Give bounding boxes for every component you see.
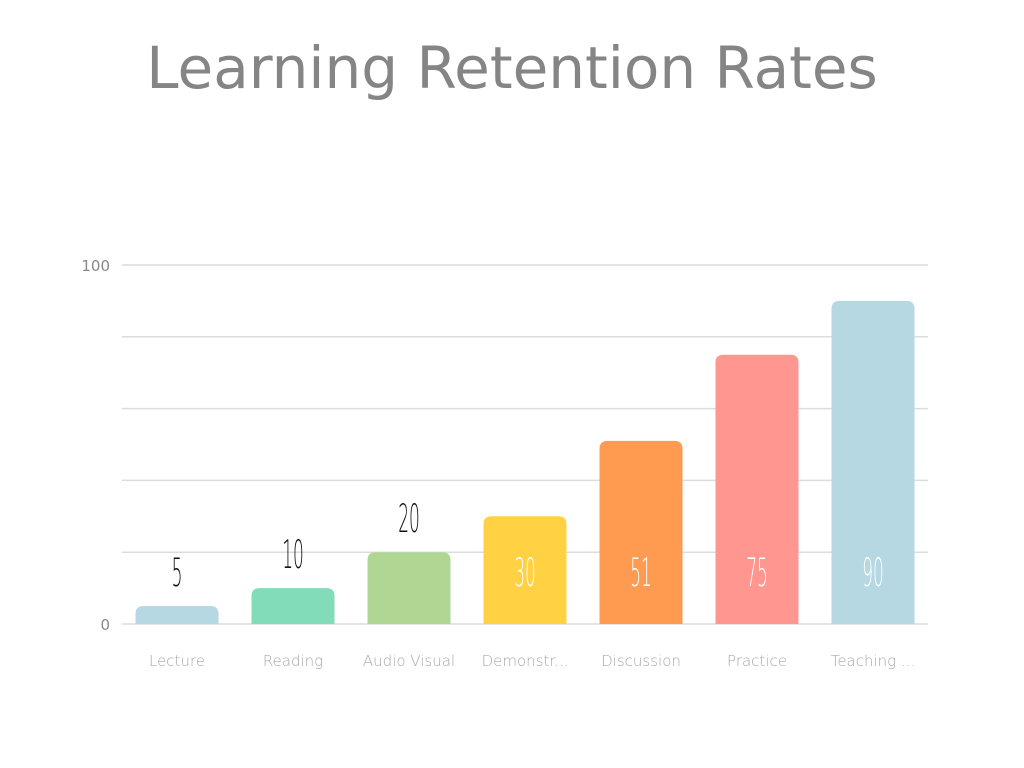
x-tick-label: Demonstr... <box>482 652 569 670</box>
chart-title: Learning Retention Rates <box>146 34 878 102</box>
bar <box>715 354 799 624</box>
x-tick-label: Teaching ... <box>831 652 916 670</box>
bar <box>251 588 335 624</box>
y-tick-label: 100 <box>81 257 110 275</box>
data-label: 75 <box>746 551 768 596</box>
bar <box>831 300 915 624</box>
data-label: 20 <box>398 497 420 542</box>
data-label: 30 <box>514 551 536 596</box>
x-tick-label: Audio Visual <box>363 652 455 670</box>
x-tick-label: Reading <box>263 652 323 670</box>
bar <box>599 440 683 624</box>
data-label: 5 <box>172 551 183 596</box>
data-label: 51 <box>630 551 652 596</box>
data-label: 10 <box>282 533 304 578</box>
x-tick-label: Lecture <box>149 652 205 670</box>
bar <box>135 606 219 624</box>
x-tick-label: Practice <box>727 652 787 670</box>
bar <box>483 516 567 624</box>
bar <box>367 552 451 624</box>
data-label: 90 <box>862 551 884 596</box>
y-tick-label: 0 <box>100 616 110 634</box>
x-tick-label: Discussion <box>601 652 681 670</box>
